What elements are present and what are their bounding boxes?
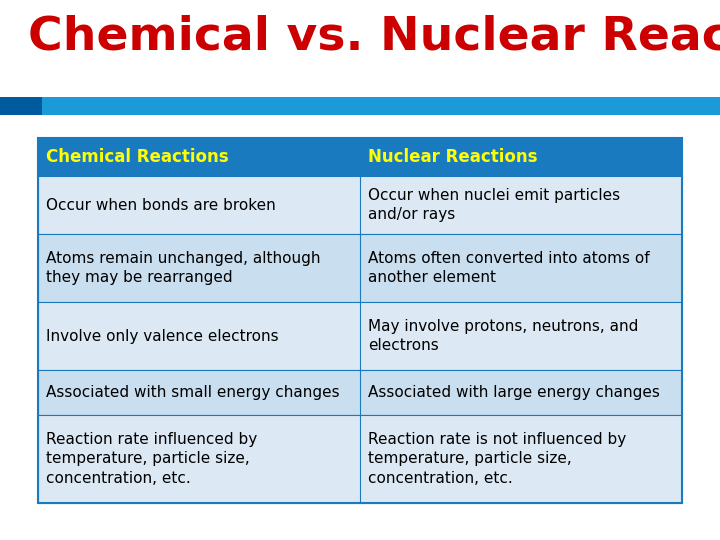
Text: May involve protons, neutrons, and
electrons: May involve protons, neutrons, and elect…	[368, 319, 639, 353]
Bar	[42, 97, 720, 115]
Bar	[38, 302, 682, 370]
Text: Occur when bonds are broken: Occur when bonds are broken	[46, 198, 276, 213]
Text: Reaction rate is not influenced by
temperature, particle size,
concentration, et: Reaction rate is not influenced by tempe…	[368, 431, 626, 487]
Text: Involve only valence electrons: Involve only valence electrons	[46, 328, 279, 343]
Bar	[38, 415, 682, 503]
Text: Atoms often converted into atoms of
another element: Atoms often converted into atoms of anot…	[368, 251, 649, 286]
Text: Associated with large energy changes: Associated with large energy changes	[368, 385, 660, 400]
Text: Occur when nuclei emit particles
and/or rays: Occur when nuclei emit particles and/or …	[368, 187, 620, 222]
Text: Associated with small energy changes: Associated with small energy changes	[46, 385, 340, 400]
Bar	[0, 97, 42, 115]
Bar	[38, 138, 682, 176]
Text: Chemical vs. Nuclear Reactions: Chemical vs. Nuclear Reactions	[28, 15, 720, 60]
Text: Nuclear Reactions: Nuclear Reactions	[368, 148, 538, 166]
Text: Chemical Reactions: Chemical Reactions	[46, 148, 229, 166]
Text: Atoms remain unchanged, although
they may be rearranged: Atoms remain unchanged, although they ma…	[46, 251, 320, 286]
Bar	[38, 234, 682, 302]
Bar	[38, 370, 682, 415]
Bar	[38, 176, 682, 234]
Text: Reaction rate influenced by
temperature, particle size,
concentration, etc.: Reaction rate influenced by temperature,…	[46, 431, 257, 487]
Bar	[38, 138, 682, 503]
